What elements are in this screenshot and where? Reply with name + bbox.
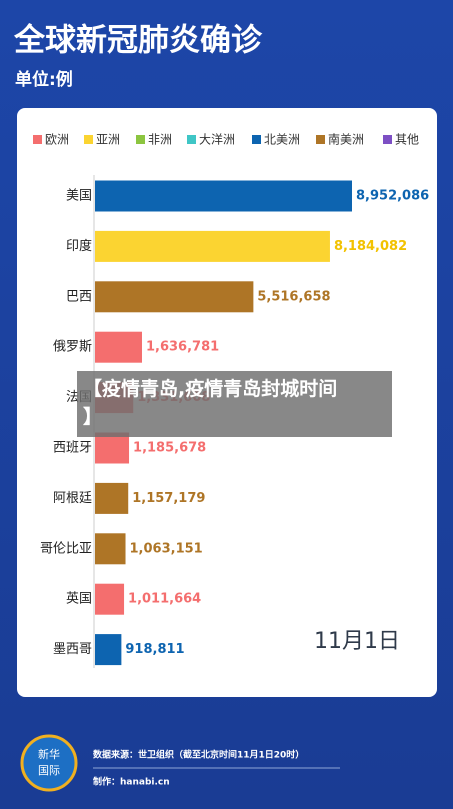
legend-swatch bbox=[33, 135, 42, 144]
subtitle: 单位:例 bbox=[15, 69, 73, 90]
overlay: 【疫情青岛,疫情青岛封城时间 】 bbox=[77, 371, 392, 437]
bar bbox=[95, 432, 130, 464]
value-label: 1,063,151 bbox=[130, 541, 203, 556]
category-label: 巴西 bbox=[66, 289, 92, 304]
category-label: 美国 bbox=[66, 189, 92, 204]
category-label: 英国 bbox=[66, 592, 92, 607]
value-label: 1,011,664 bbox=[128, 592, 201, 607]
bar bbox=[95, 583, 125, 615]
title: 全球新冠肺炎确诊 bbox=[13, 23, 263, 59]
category-label: 俄罗斯 bbox=[53, 340, 92, 355]
value-label: 8,952,086 bbox=[356, 189, 429, 204]
category-label: 西班牙 bbox=[53, 441, 92, 456]
value-label: 8,184,082 bbox=[334, 239, 407, 254]
value-label: 5,516,658 bbox=[257, 289, 330, 304]
legend-swatch bbox=[187, 135, 196, 144]
date: 11月1日 bbox=[314, 629, 400, 654]
bar bbox=[95, 180, 352, 212]
source: 数据来源：世卫组织（截至北京时间11月1日20时） bbox=[93, 749, 304, 761]
bar bbox=[95, 230, 330, 262]
legend-label: 非洲 bbox=[148, 133, 172, 147]
value-label: 1,185,678 bbox=[133, 441, 206, 456]
legend-label: 亚洲 bbox=[96, 133, 120, 147]
legend-swatch bbox=[252, 135, 261, 144]
overlay-text: 【疫情青岛,疫情青岛封城时间 bbox=[83, 378, 338, 400]
legend-label: 大洋洲 bbox=[199, 132, 235, 147]
bar bbox=[95, 634, 122, 666]
logo bbox=[20, 734, 78, 792]
logo-text: 新华 bbox=[38, 747, 60, 761]
legend-swatch bbox=[84, 135, 93, 144]
category-label: 墨西哥 bbox=[53, 642, 92, 657]
value-label: 1,157,179 bbox=[132, 491, 205, 506]
legend-label: 其他 bbox=[395, 133, 419, 147]
legend-label: 南美洲 bbox=[328, 132, 364, 147]
overlay-text: 】 bbox=[83, 406, 103, 428]
bar bbox=[95, 533, 126, 565]
value-label: 1,636,781 bbox=[146, 340, 219, 355]
legend-label: 北美洲 bbox=[264, 133, 300, 147]
category-label: 印度 bbox=[66, 238, 92, 254]
legend-swatch bbox=[316, 135, 325, 144]
legend-swatch bbox=[383, 135, 392, 144]
legend-label: 欧洲 bbox=[45, 133, 69, 147]
category-label: 哥伦比亚 bbox=[40, 541, 92, 556]
bar bbox=[95, 331, 142, 363]
legend-swatch bbox=[136, 135, 145, 144]
bar bbox=[95, 482, 129, 514]
bar bbox=[95, 281, 254, 313]
credit: 制作：hanabi.cn bbox=[93, 776, 170, 788]
value-label: 918,811 bbox=[125, 642, 184, 657]
logo-text: 国际 bbox=[38, 764, 60, 777]
category-label: 阿根廷 bbox=[53, 491, 92, 506]
